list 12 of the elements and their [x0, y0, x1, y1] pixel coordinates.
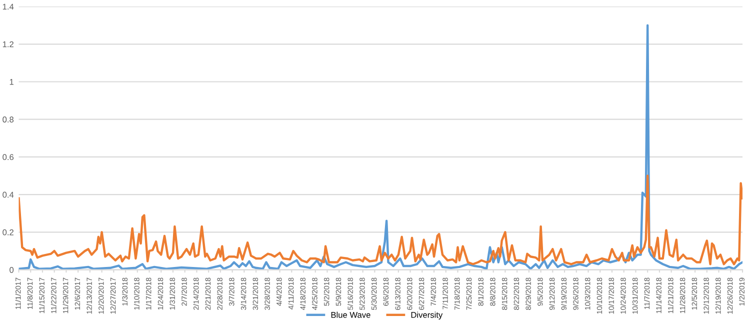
line-series — [18, 174, 742, 266]
y-tick-label: 0.8 — [2, 116, 14, 122]
legend-label: Blue Wave — [331, 312, 370, 318]
y-tick-label: 0 — [10, 266, 14, 273]
y-tick-label: 0.6 — [2, 154, 14, 160]
y-tick-label: 1.4 — [2, 4, 14, 10]
line-series — [18, 24, 742, 270]
y-tick-label: 1 — [10, 79, 14, 85]
y-tick-label: 1.2 — [2, 41, 14, 48]
y-tick-label: 0.4 — [2, 192, 14, 198]
legend-label: Diversity — [411, 312, 443, 320]
y-tick-label: 0.2 — [2, 229, 14, 236]
